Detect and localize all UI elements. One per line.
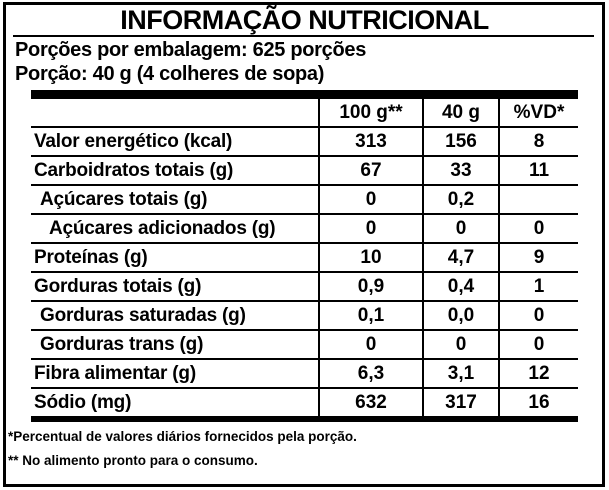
value-40g: 33 xyxy=(422,155,498,184)
nutrient-label: Valor energético (kcal) xyxy=(31,126,318,155)
servings-per-package-line: Porções por embalagem: 625 porções xyxy=(15,39,367,61)
nutrient-label: Gorduras trans (g) xyxy=(31,329,318,358)
value-40g: 0,0 xyxy=(422,300,498,329)
nutrient-label: Açúcares totais (g) xyxy=(31,184,318,213)
value-vd: 9 xyxy=(498,242,578,271)
value-100g: 6,3 xyxy=(318,358,422,387)
value-vd: 1 xyxy=(498,271,578,300)
value-100g: 0 xyxy=(318,184,422,213)
nutrient-label: Sódio (mg) xyxy=(31,387,318,416)
footnote-prepared-food: ** No alimento pronto para o consumo. xyxy=(8,453,258,468)
value-40g: 0 xyxy=(422,213,498,242)
value-40g: 0 xyxy=(422,329,498,358)
value-100g: 10 xyxy=(318,242,422,271)
column-header-nutrient xyxy=(31,99,318,126)
nutrient-label: Proteínas (g) xyxy=(31,242,318,271)
portion-line: Porção: 40 g (4 colheres de sopa) xyxy=(15,63,325,85)
value-100g: 0 xyxy=(318,213,422,242)
value-vd: 11 xyxy=(498,155,578,184)
column-header-100g: 100 g** xyxy=(318,99,422,126)
value-100g: 67 xyxy=(318,155,422,184)
value-100g: 0,1 xyxy=(318,300,422,329)
label-title: INFORMAÇÃO NUTRICIONAL xyxy=(120,5,489,35)
value-40g: 4,7 xyxy=(422,242,498,271)
value-vd xyxy=(498,184,578,213)
value-40g: 0,2 xyxy=(422,184,498,213)
value-vd: 0 xyxy=(498,300,578,329)
value-vd: 16 xyxy=(498,387,578,416)
value-40g: 3,1 xyxy=(422,358,498,387)
nutrient-label: Carboidratos totais (g) xyxy=(31,155,318,184)
footnote-daily-values: *Percentual de valores diários fornecido… xyxy=(8,429,357,444)
value-100g: 0 xyxy=(318,329,422,358)
column-header-40g: 40 g xyxy=(422,99,498,126)
value-40g: 156 xyxy=(422,126,498,155)
value-vd: 8 xyxy=(498,126,578,155)
title-divider xyxy=(13,35,594,37)
value-40g: 317 xyxy=(422,387,498,416)
column-header-vd: %VD* xyxy=(498,99,578,126)
value-vd: 0 xyxy=(498,329,578,358)
nutrient-label: Açúcares adicionados (g) xyxy=(31,213,318,242)
value-40g: 0,4 xyxy=(422,271,498,300)
value-100g: 0,9 xyxy=(318,271,422,300)
nutrient-label: Gorduras totais (g) xyxy=(31,271,318,300)
nutrient-label: Fibra alimentar (g) xyxy=(31,358,318,387)
value-vd: 0 xyxy=(498,213,578,242)
nutrient-label: Gorduras saturadas (g) xyxy=(31,300,318,329)
value-100g: 632 xyxy=(318,387,422,416)
value-vd: 12 xyxy=(498,358,578,387)
nutrition-table: 100 g** 40 g %VD* Valor energético (kcal… xyxy=(31,90,578,422)
value-100g: 313 xyxy=(318,126,422,155)
